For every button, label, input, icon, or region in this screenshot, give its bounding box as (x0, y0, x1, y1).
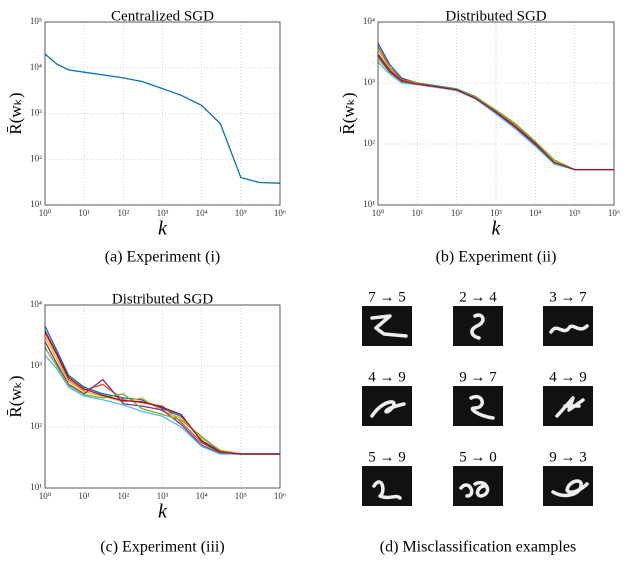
example-label: 5 → 0 (459, 449, 497, 465)
x-axis-label: k (492, 218, 502, 240)
x-tick-label: 10¹ (78, 491, 90, 501)
x-tick-label: 10³ (157, 208, 169, 218)
x-axis-label: k (158, 501, 168, 523)
plot-frame (377, 21, 615, 206)
y-axis-label: R̄(wₖ) (6, 92, 25, 134)
y-tick-label: 10³ (363, 77, 375, 87)
x-tick-label: 10² (117, 208, 129, 218)
example-label: 5 → 9 (368, 449, 406, 465)
x-tick-label: 10⁵ (235, 491, 247, 501)
x-tick-label: 10² (117, 491, 129, 501)
y-tick-label: 10⁴ (30, 62, 42, 72)
digit-image (362, 306, 412, 346)
y-tick-label: 10³ (30, 360, 42, 370)
y-tick-label: 10² (30, 153, 42, 163)
x-tick-label: 10⁰ (39, 208, 52, 218)
y-tick-label: 10¹ (30, 199, 42, 209)
data-line (377, 55, 614, 171)
example-label: 9 → 7 (459, 369, 497, 385)
y-tick-label: 10⁴ (363, 16, 375, 26)
y-tick-label: 10² (363, 138, 375, 148)
caption: (c) Experiment (iii) (100, 539, 224, 556)
x-tick-label: 10⁰ (39, 491, 52, 501)
x-tick-label: 10⁶ (274, 208, 286, 218)
data-line (44, 53, 281, 184)
plot-frame (44, 21, 281, 206)
x-tick-label: 10⁶ (608, 208, 620, 218)
digit-stroke (549, 324, 589, 334)
caption: (b) Experiment (ii) (436, 249, 557, 266)
digit-stroke (470, 313, 485, 340)
data-line (44, 330, 280, 455)
plot-frame (44, 304, 281, 489)
digit-image (362, 466, 412, 506)
caption: (a) Experiment (i) (105, 249, 221, 266)
caption: (d) Misclassification examples (380, 539, 576, 556)
example-label: 4 → 9 (549, 369, 587, 385)
x-tick-label: 10² (451, 208, 463, 218)
digit-stroke (370, 400, 406, 418)
example-label: 9 → 3 (549, 449, 587, 465)
digit-stroke (469, 394, 495, 420)
chart-title: Distributed SGD (112, 291, 213, 307)
digit-stroke (555, 396, 585, 418)
x-tick-label: 10³ (157, 491, 169, 501)
y-tick-label: 10¹ (363, 199, 375, 209)
y-tick-label: 10⁴ (30, 299, 42, 309)
x-tick-label: 10⁶ (274, 491, 286, 501)
x-axis-label: k (158, 218, 168, 240)
y-axis-label: R̄(wₖ) (339, 92, 358, 134)
y-axis-label: R̄(wₖ) (6, 375, 25, 417)
digit-image (362, 386, 412, 426)
y-tick-label: 10⁵ (30, 16, 42, 26)
x-tick-label: 10¹ (78, 208, 90, 218)
y-tick-label: 10¹ (30, 482, 42, 492)
digit-stroke (372, 480, 402, 500)
y-tick-label: 10³ (30, 108, 42, 118)
digit-stroke (370, 314, 408, 338)
x-tick-label: 10⁰ (372, 208, 385, 218)
example-label: 3 → 7 (549, 289, 587, 305)
example-label: 4 → 9 (368, 369, 406, 385)
chart-title: Distributed SGD (445, 8, 546, 24)
example-label: 7 → 5 (368, 289, 406, 305)
digit-stroke (551, 479, 589, 498)
x-tick-label: 10⁴ (196, 491, 208, 501)
x-tick-label: 10⁵ (569, 208, 581, 218)
y-tick-label: 10² (30, 421, 42, 431)
x-tick-label: 10⁴ (196, 208, 208, 218)
x-tick-label: 10⁴ (529, 208, 541, 218)
x-tick-label: 10¹ (411, 208, 423, 218)
digit-stroke (459, 480, 490, 498)
example-label: 2 → 4 (459, 289, 497, 305)
x-tick-label: 10³ (490, 208, 502, 218)
x-tick-label: 10⁵ (235, 208, 247, 218)
chart-title: Centralized SGD (111, 8, 214, 24)
